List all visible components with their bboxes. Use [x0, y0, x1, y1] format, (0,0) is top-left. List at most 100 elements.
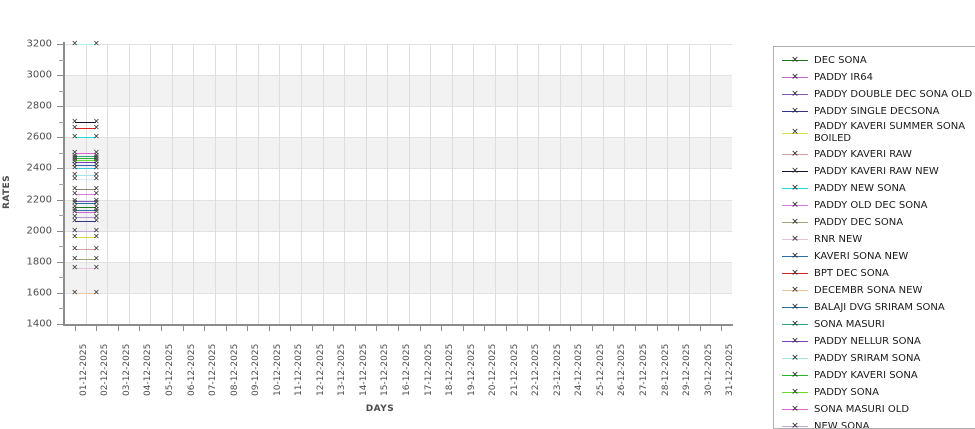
gridline-vertical	[688, 44, 690, 324]
x-tick	[699, 326, 701, 331]
legend-item[interactable]: ✕ PADDY NELLUR SONA	[774, 333, 975, 350]
legend-item[interactable]: ✕ PADDY SRIRAM SONA	[774, 350, 975, 367]
legend-item[interactable]: ✕ PADDY KAVERI RAW	[774, 146, 975, 163]
x-tick	[419, 326, 421, 331]
legend-item[interactable]: ✕ DECEMBR SONA NEW	[774, 282, 975, 299]
x-tick-label: 30-12-2025	[703, 343, 714, 396]
x-tick	[311, 326, 313, 331]
x-tick	[333, 326, 335, 331]
series-line	[74, 158, 97, 160]
x-tick-label: 13-12-2025	[337, 343, 348, 396]
legend-item[interactable]: ✕ PADDY DEC SONA	[774, 214, 975, 231]
legend-item[interactable]: ✕ BALAJI DVG SRIRAM SONA	[774, 299, 975, 316]
series-marker: ✕	[92, 244, 100, 254]
legend-item[interactable]: ✕ PADDY KAVERI RAW NEW	[774, 163, 975, 180]
legend-item-label: PADDY NELLUR SONA	[814, 335, 921, 347]
x-tick-label: 31-12-2025	[725, 343, 736, 396]
legend-item[interactable]: ✕ PADDY KAVERI SUMMER SONA BOILED	[774, 120, 975, 146]
series-marker: ✕	[71, 39, 79, 48]
legend-item[interactable]: ✕ RNR NEW	[774, 231, 975, 248]
x-axis-title-text: DAYS	[365, 404, 395, 414]
series-line	[74, 292, 97, 294]
legend-item[interactable]: ✕ PADDY IR64	[774, 69, 975, 86]
series-line	[74, 159, 97, 161]
gridline-horizontal	[64, 199, 732, 201]
legend-item[interactable]: ✕ SONA MASURI OLD	[774, 401, 975, 418]
legend-item-label: PADDY KAVERI SONA	[814, 369, 918, 381]
series-marker: ✕	[71, 132, 79, 142]
x-tick	[74, 326, 76, 331]
gridline-vertical	[602, 44, 604, 324]
legend-color-swatch: ✕	[782, 149, 808, 161]
series-marker: ✕	[71, 196, 79, 206]
x-tick	[354, 326, 356, 331]
legend-item[interactable]: ✕ PADDY SONA	[774, 384, 975, 401]
gridline-vertical	[624, 44, 626, 324]
gridline-vertical	[494, 44, 496, 324]
x-tick	[204, 326, 206, 331]
legend-item-label: PADDY KAVERI SUMMER SONA BOILED	[814, 121, 966, 144]
legend-item[interactable]: ✕ BPT DEC SONA	[774, 265, 975, 282]
series-marker: ✕	[71, 163, 79, 173]
series-line	[74, 156, 97, 157]
legend-item[interactable]: ✕ PADDY SINGLE DECSONA	[774, 103, 975, 120]
x-tick	[591, 326, 593, 331]
legend-item[interactable]: ✕ PADDY NEW SONA	[774, 180, 975, 197]
series-marker: ✕	[92, 202, 100, 212]
y-tick-major	[57, 199, 64, 201]
series-marker: ✕	[92, 231, 100, 241]
x-tick	[96, 326, 98, 331]
x-tick-label: 27-12-2025	[639, 343, 650, 396]
y-tick-major	[57, 168, 64, 170]
y-tick-minor	[59, 277, 64, 279]
legend-item[interactable]: ✕ PADDY DOUBLE DEC SONA OLD	[774, 86, 975, 103]
legend-color-swatch: ✕	[782, 72, 808, 84]
legend-color-swatch: ✕	[782, 55, 808, 67]
y-tick-minor	[59, 246, 64, 248]
x-tick-label: 24-12-2025	[574, 343, 585, 396]
legend-item[interactable]: ✕ KAVERI SONA NEW	[774, 248, 975, 265]
series-marker: ✕	[92, 198, 100, 208]
y-tick-major	[57, 292, 64, 294]
x-tick	[548, 326, 550, 331]
series-marker: ✕	[71, 198, 79, 208]
legend-item-label: NEW SONA	[814, 420, 870, 429]
legend-color-swatch: ✕	[782, 387, 808, 399]
legend-item-label: DEC SONA	[814, 54, 867, 66]
legend-color-swatch: ✕	[782, 370, 808, 382]
chart-legend[interactable]: ✕ DEC SONA ✕ PADDY IR64 ✕ PADDY DOUBLE DEC SO…	[773, 46, 975, 429]
series-line	[74, 194, 97, 196]
gridline-horizontal	[64, 137, 732, 139]
x-tick-label: 07-12-2025	[208, 343, 219, 396]
legend-item[interactable]: ✕ PADDY KAVERI SONA	[774, 367, 975, 384]
plot-band	[64, 261, 732, 293]
series-line	[74, 258, 97, 260]
gridline-vertical	[667, 44, 669, 324]
legend-item[interactable]: ✕ PADDY OLD DEC SONA	[774, 197, 975, 214]
x-tick-label: 05-12-2025	[164, 343, 175, 396]
gridline-vertical	[387, 44, 389, 324]
series-marker: ✕	[71, 244, 79, 254]
legend-color-swatch: ✕	[782, 200, 808, 212]
x-tick-label: 08-12-2025	[229, 343, 240, 396]
x-tick	[656, 326, 658, 331]
legend-color-swatch: ✕	[782, 285, 808, 297]
legend-item[interactable]: ✕ SONA MASURI	[774, 316, 975, 333]
series-marker: ✕	[92, 189, 100, 199]
y-tick-minor	[59, 152, 64, 154]
legend-color-swatch: ✕	[782, 166, 808, 178]
legend-item[interactable]: ✕ NEW SONA	[774, 418, 975, 429]
series-marker: ✕	[92, 39, 100, 48]
legend-item[interactable]: ✕ DEC SONA	[774, 52, 975, 69]
legend-item-label: PADDY SINGLE DECSONA	[814, 105, 940, 117]
series-marker: ✕	[71, 205, 79, 215]
series-line	[74, 249, 97, 251]
y-tick-minor	[59, 90, 64, 92]
x-tick-label: 23-12-2025	[552, 343, 563, 396]
x-tick	[678, 326, 680, 331]
gridline-horizontal	[64, 230, 732, 232]
gridline-vertical	[344, 44, 346, 324]
legend-item-label: PADDY SRIRAM SONA	[814, 352, 921, 364]
series-marker: ✕	[71, 157, 79, 167]
series-line	[74, 216, 97, 218]
